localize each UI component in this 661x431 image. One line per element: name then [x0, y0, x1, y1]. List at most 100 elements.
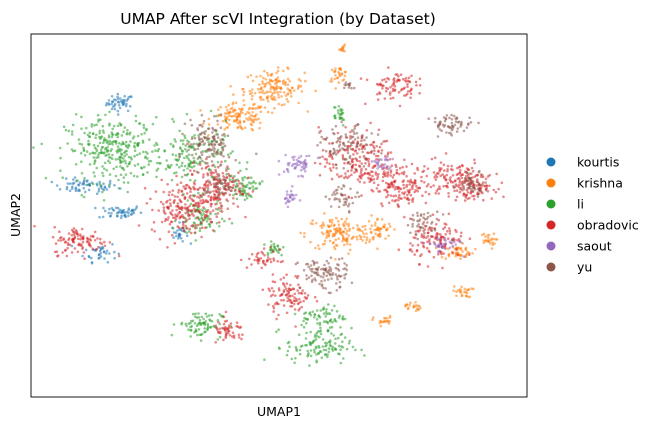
data-point [393, 228, 396, 231]
data-point [259, 110, 263, 113]
legend-label: kourtis [577, 155, 619, 170]
legend-marker [546, 178, 556, 188]
data-point [477, 192, 481, 195]
data-point [166, 218, 169, 221]
data-point [70, 130, 74, 133]
data-point [190, 197, 193, 201]
data-point [397, 198, 400, 202]
data-point [315, 261, 319, 264]
data-point [335, 140, 339, 144]
data-point [228, 334, 232, 337]
data-point [190, 224, 193, 228]
legend-label: saout [577, 239, 612, 254]
data-point [61, 176, 64, 179]
data-point [462, 255, 465, 258]
data-point [273, 245, 276, 248]
data-point [204, 330, 207, 334]
data-point [157, 155, 161, 159]
data-point [296, 274, 300, 278]
data-point [470, 166, 474, 170]
data-point [427, 117, 431, 120]
data-point [84, 190, 87, 194]
data-point [458, 181, 462, 184]
data-point [384, 237, 387, 240]
data-point [213, 142, 216, 146]
data-point [185, 192, 189, 195]
data-point [348, 248, 352, 252]
data-point [108, 183, 111, 187]
data-point [420, 233, 424, 236]
data-point [328, 220, 332, 223]
data-point [322, 223, 326, 227]
data-point [400, 171, 404, 175]
data-point [129, 140, 132, 143]
data-point [205, 155, 209, 159]
data-point [216, 160, 220, 164]
data-point [406, 223, 410, 227]
data-point [341, 239, 344, 243]
data-point [301, 162, 305, 166]
data-point [241, 190, 244, 193]
data-point [335, 166, 338, 170]
cluster-kourtis [50, 176, 122, 195]
data-point [114, 174, 118, 178]
data-point [338, 200, 342, 203]
data-point [437, 172, 440, 175]
data-point [305, 321, 308, 325]
data-point [337, 223, 341, 226]
data-point [461, 182, 465, 185]
data-point [254, 181, 257, 185]
data-point [84, 248, 88, 252]
data-point [298, 352, 302, 356]
data-point [168, 198, 172, 202]
data-point [364, 168, 368, 171]
data-point [317, 314, 321, 317]
data-point [307, 276, 311, 279]
data-point [457, 183, 461, 187]
data-point [194, 216, 197, 220]
data-point [289, 300, 292, 303]
data-point [364, 102, 367, 106]
data-point [215, 185, 219, 189]
data-point [71, 123, 75, 127]
data-point [227, 167, 230, 170]
data-point [447, 125, 450, 128]
data-point [342, 357, 345, 360]
data-point [448, 232, 452, 235]
data-point [203, 323, 207, 327]
data-point [319, 141, 322, 144]
data-point [200, 315, 203, 319]
data-point [360, 147, 364, 150]
data-point [77, 237, 80, 241]
data-point [412, 236, 416, 239]
data-point [456, 253, 460, 256]
data-point [175, 171, 178, 174]
data-point [277, 328, 280, 332]
data-point [465, 291, 469, 295]
data-point [90, 262, 94, 265]
data-point [130, 95, 133, 98]
data-point [344, 70, 347, 74]
data-point [325, 312, 329, 316]
data-point [286, 296, 289, 299]
data-point [348, 229, 351, 232]
data-point [305, 274, 308, 277]
data-point [125, 210, 129, 214]
data-point [336, 151, 340, 154]
data-point [451, 180, 455, 184]
data-point [384, 317, 387, 320]
data-point [205, 220, 209, 223]
data-point [248, 89, 252, 93]
data-point [334, 74, 337, 77]
data-point [178, 166, 181, 169]
data-point [189, 187, 193, 191]
data-point [297, 85, 300, 89]
data-point [247, 192, 250, 196]
data-point [332, 191, 336, 194]
data-point [200, 153, 204, 156]
data-point [261, 180, 264, 183]
data-point [370, 224, 374, 227]
data-point [219, 143, 222, 146]
data-point [406, 92, 409, 96]
data-point [317, 351, 320, 355]
